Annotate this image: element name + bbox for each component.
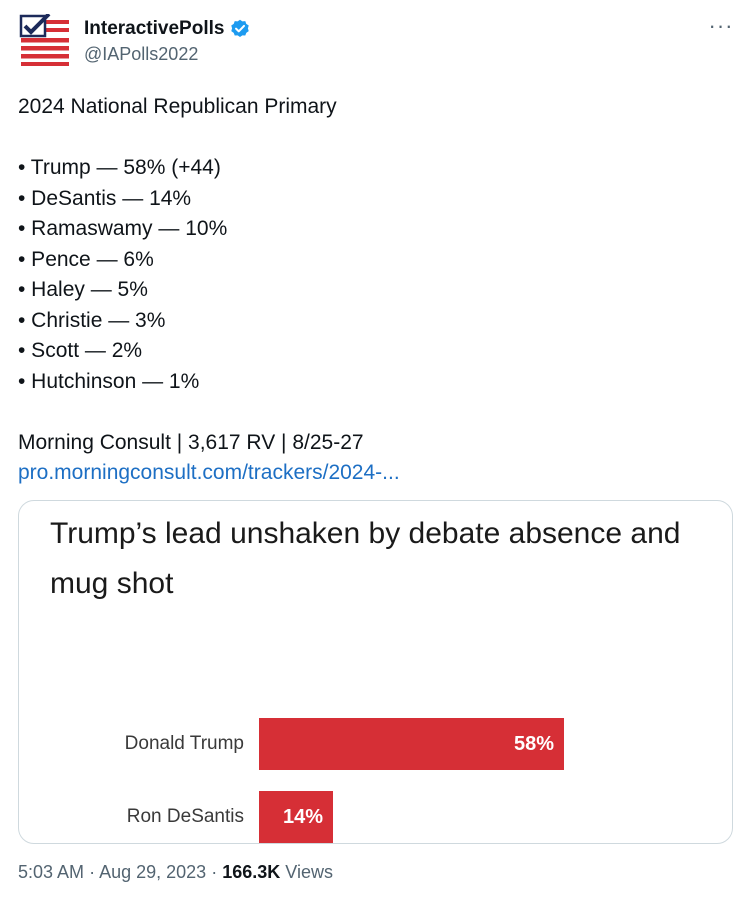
- tweet-line: • Scott — 2%: [18, 339, 143, 362]
- tweet-line: • Hutchinson — 1%: [18, 369, 200, 393]
- tweet-line: • Ramaswamy — 10%: [18, 217, 228, 240]
- tweet-line: • Haley — 5%: [18, 278, 148, 301]
- tweet-time[interactable]: 5:03 AM: [18, 862, 85, 882]
- tweet-line: Morning Consult | 3,617 RV | 8/25-27: [18, 430, 364, 454]
- tweet-line: [18, 123, 728, 154]
- separator: ·: [211, 862, 218, 882]
- views-label: Views: [285, 862, 333, 882]
- tweet-header: InteractivePolls @IAPolls2022 ···: [18, 12, 736, 74]
- tweet-line: 2024 National Republican Primary: [18, 95, 337, 118]
- tweet-footer: 5:03 AM · Aug 29, 2023 · 166.3K Views: [18, 862, 333, 883]
- tweet-line: • Pence — 6%: [18, 247, 154, 271]
- tweet-text: 2024 National Republican Primary • Trump…: [18, 92, 728, 489]
- verified-badge-icon: [231, 19, 250, 37]
- display-name-row[interactable]: InteractivePolls: [84, 18, 250, 40]
- bar-row: Ron DeSantis 14%: [19, 791, 732, 843]
- bar-value-label: 14%: [282, 806, 323, 828]
- card-title: Trump’s lead unshaken by debate absence …: [50, 517, 681, 600]
- bar: 58%: [259, 718, 564, 770]
- display-name[interactable]: InteractivePolls: [84, 18, 225, 39]
- bar-row: Donald Trump 58%: [19, 718, 732, 770]
- bar: 14%: [259, 791, 333, 843]
- separator: ·: [89, 862, 96, 882]
- poll-flag-logo-icon: [19, 12, 69, 66]
- views-count: 166.3K: [222, 862, 281, 882]
- tweet-line: • Christie — 3%: [18, 308, 166, 332]
- account-names: InteractivePolls @IAPolls2022: [84, 18, 250, 65]
- tweet-line: • Trump — 58% (+44): [18, 156, 221, 179]
- bar-value-label: 58%: [513, 733, 554, 755]
- avatar[interactable]: [18, 12, 72, 68]
- tweet-line: • DeSantis — 14%: [18, 186, 192, 210]
- more-options-icon[interactable]: ···: [708, 13, 734, 38]
- bar-category-label: Donald Trump: [124, 733, 244, 754]
- tweet-line: [18, 397, 728, 428]
- handle[interactable]: @IAPolls2022: [84, 44, 199, 64]
- bar-category-label: Ron DeSantis: [126, 806, 244, 827]
- tweet-link[interactable]: pro.morningconsult.com/trackers/2024-...: [18, 461, 400, 484]
- link-preview-card[interactable]: Trump’s lead unshaken by debate absence …: [18, 500, 733, 844]
- tweet-date[interactable]: Aug 29, 2023: [99, 862, 207, 882]
